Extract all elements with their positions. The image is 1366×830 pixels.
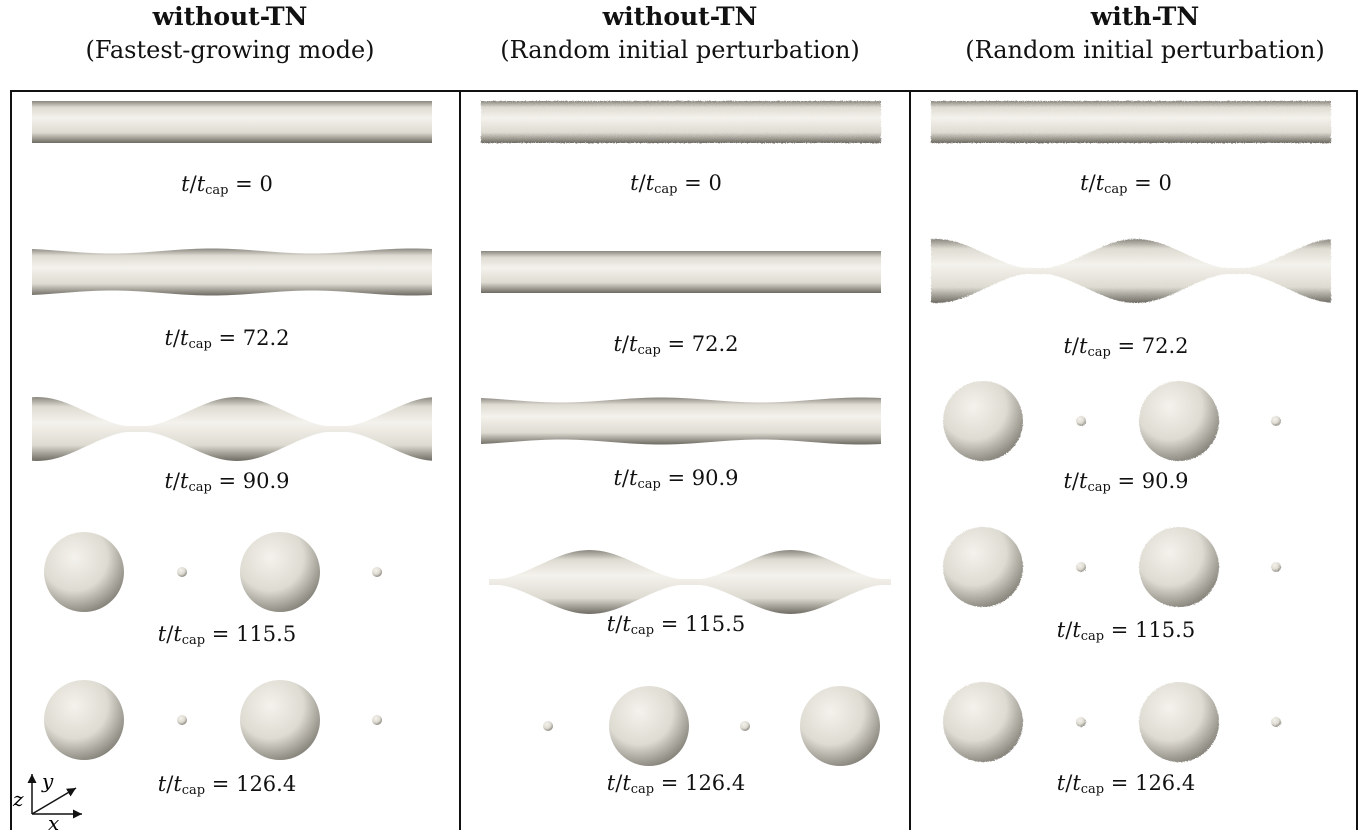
time-label: t/tcap = 126.4 (1056, 771, 1196, 797)
satellite-drop-1-4-b (372, 567, 382, 577)
column-header-3: with-TN (Random initial perturbation) (935, 0, 1355, 66)
drop-3-3-b (1139, 381, 1219, 461)
drop-1-5-b (240, 680, 320, 760)
axes-triad: z y x (12, 769, 82, 830)
satellite-drop-3-4-b (1271, 562, 1281, 572)
satellite-drop-2-5-b (740, 721, 750, 731)
fluid-thread-3-1 (931, 101, 1331, 143)
column-title-1: without-TN (152, 2, 308, 31)
panel-random-with-tn (931, 101, 1331, 762)
drop-3-5-b (1139, 682, 1219, 762)
time-label: t/tcap = 126.4 (157, 772, 297, 798)
time-label: t/tcap = 126.4 (606, 771, 746, 797)
drop-1-4-a (44, 532, 124, 612)
figure-frame (10, 90, 1358, 830)
y-axis-arrow (31, 787, 77, 815)
panel-divider-2 (909, 90, 911, 830)
time-label: t/tcap = 90.9 (613, 466, 739, 492)
column-header-1: without-TN (Fastest-growing mode) (20, 0, 440, 66)
x-axis-label: x (48, 811, 59, 830)
satellite-drop-1-5-b (372, 715, 382, 725)
drop-3-4-b (1139, 527, 1219, 607)
satellite-drop-2-5-a (543, 721, 553, 731)
time-label: t/tcap = 72.2 (164, 326, 290, 352)
time-label: t/tcap = 0 (1080, 171, 1172, 197)
fluid-thread-2-1 (481, 101, 881, 143)
fluid-thread-1-2 (32, 248, 432, 296)
time-label: t/tcap = 0 (181, 172, 273, 198)
drop-2-5-a (609, 686, 689, 766)
satellite-drop-3-5-b (1271, 717, 1281, 727)
time-label: t/tcap = 115.5 (606, 612, 746, 638)
column-title-2: without-TN (602, 2, 758, 31)
drop-1-5-a (44, 680, 124, 760)
panel-random-without-tn (481, 101, 891, 766)
drop-3-4-a (943, 527, 1023, 607)
column-subtitle-3: (Random initial perturbation) (965, 36, 1325, 64)
fluid-thread-3-2 (931, 239, 1331, 303)
fluid-thread-1-3 (32, 397, 432, 461)
time-label: t/tcap = 0 (630, 171, 722, 197)
satellite-drop-3-3-a (1076, 416, 1086, 426)
column-header-2: without-TN (Random initial perturbation) (470, 0, 890, 66)
column-subtitle-2: (Random initial perturbation) (500, 36, 860, 64)
panel-fastest-growing (32, 101, 432, 760)
y-axis-label: y (41, 769, 54, 793)
column-subtitle-1: (Fastest-growing mode) (85, 36, 375, 64)
time-label: t/tcap = 115.5 (157, 622, 297, 648)
satellite-drop-3-5-a (1076, 717, 1086, 727)
fluid-thread-2-2 (481, 251, 881, 293)
drop-3-3-a (943, 381, 1023, 461)
drop-1-4-b (240, 532, 320, 612)
time-label: t/tcap = 115.5 (1056, 618, 1196, 644)
fluid-thread-2-3 (481, 397, 881, 445)
time-label: t/tcap = 72.2 (613, 332, 739, 358)
satellite-drop-1-5-a (177, 715, 187, 725)
satellite-drop-1-4-a (177, 567, 187, 577)
fluid-thread-2-4 (489, 550, 891, 614)
time-label: t/tcap = 90.9 (1063, 469, 1189, 495)
time-label: t/tcap = 90.9 (164, 469, 290, 495)
z-axis-label: z (12, 787, 24, 811)
panel-divider-1 (459, 90, 461, 830)
drop-3-5-a (943, 682, 1023, 762)
fluid-thread-1-1 (32, 101, 432, 143)
drop-2-5-b (800, 686, 880, 766)
column-title-3: with-TN (1090, 2, 1200, 31)
time-label: t/tcap = 72.2 (1063, 334, 1189, 360)
satellite-drop-3-4-a (1076, 562, 1086, 572)
satellite-drop-3-3-b (1271, 416, 1281, 426)
